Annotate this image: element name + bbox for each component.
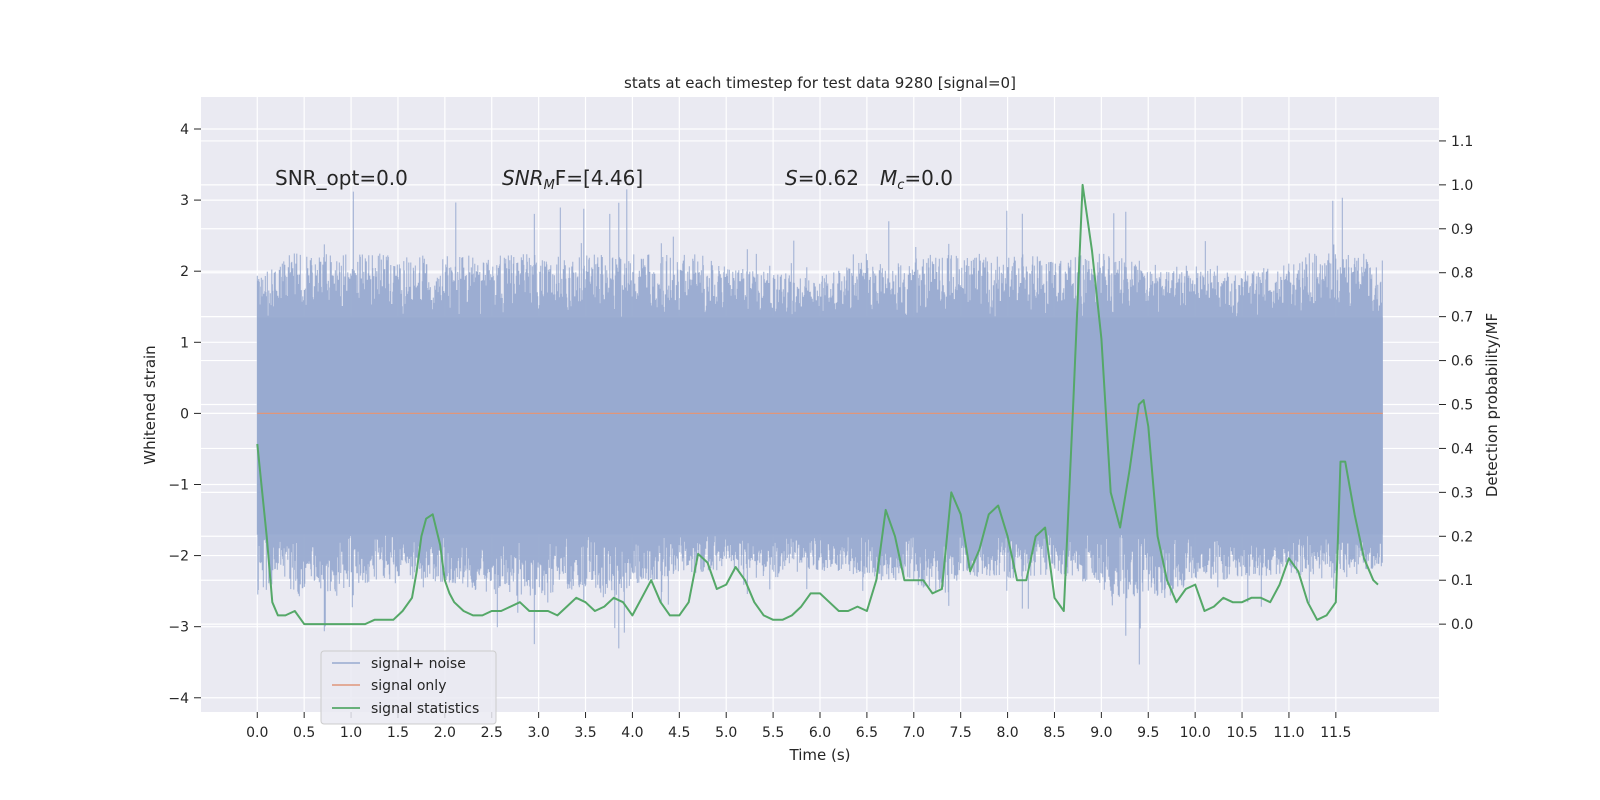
x-tick-label-15: 7.5 xyxy=(950,725,972,741)
y2-tick-label-5: 0.5 xyxy=(1451,398,1473,414)
y2-axis-label: Detection probability/MF xyxy=(1483,313,1501,497)
x-tick-label-3: 1.5 xyxy=(387,725,409,741)
annotation-snr-mf-tail: F=[4.46] xyxy=(555,166,643,190)
legend-label-signal-noise: signal+ noise xyxy=(371,656,466,672)
annotation-snr-opt: SNR_opt=0.0 xyxy=(275,166,408,190)
y-tick-label-5: 1 xyxy=(180,335,189,351)
y2-tick-label-4: 0.4 xyxy=(1451,441,1473,457)
annotation-snr-mf-main: SNR xyxy=(502,166,544,190)
y-tick-label-2: −2 xyxy=(168,549,189,565)
x-tick-label-23: 11.5 xyxy=(1320,725,1351,741)
x-tick-label-1: 0.5 xyxy=(293,725,315,741)
legend-label-signal-statistics: signal statistics xyxy=(371,701,479,717)
x-tick-label-22: 11.0 xyxy=(1273,725,1304,741)
y2-tick-label-11: 1.1 xyxy=(1451,134,1473,150)
x-tick-label-7: 3.5 xyxy=(574,725,596,741)
x-tick-label-10: 5.0 xyxy=(715,725,737,741)
x-tick-label-0: 0.0 xyxy=(246,725,268,741)
y2-axis-ticks: 0.0 0.1 0.2 0.3 0.4 0.5 0.6 0.7 0.8 0.9 1.0 1.1 xyxy=(1439,134,1473,633)
y2-tick-label-10: 1.0 xyxy=(1451,178,1473,194)
y2-tick-label-2: 0.2 xyxy=(1451,529,1473,545)
x-tick-label-4: 2.0 xyxy=(434,725,456,741)
x-tick-label-6: 3.0 xyxy=(528,725,550,741)
y-tick-label-6: 2 xyxy=(180,264,189,280)
x-tick-label-14: 7.0 xyxy=(903,725,925,741)
annotations: SNR_opt=0.0 SNRMF=[4.46] S=0.62 Mc=0.0 xyxy=(275,166,953,193)
y-axis-label: Whitened strain xyxy=(141,345,159,464)
y-tick-label-7: 3 xyxy=(180,193,189,209)
y2-tick-label-3: 0.3 xyxy=(1451,485,1473,501)
signal-noise-core xyxy=(257,317,1383,535)
x-tick-label-13: 6.5 xyxy=(856,725,878,741)
y-tick-label-0: −4 xyxy=(168,691,189,707)
annotation-snr-mf-sub: M xyxy=(544,178,555,193)
annotation-s-main: S xyxy=(785,166,798,190)
y2-tick-label-1: 0.1 xyxy=(1451,573,1473,589)
legend-box xyxy=(320,650,497,725)
x-tick-label-19: 9.5 xyxy=(1137,725,1159,741)
y2-tick-label-7: 0.7 xyxy=(1451,310,1473,326)
x-axis-label: Time (s) xyxy=(789,746,851,764)
annotation-snr-mf: SNRMF=[4.46] xyxy=(502,166,643,193)
chart-title: stats at each timestep for test data 928… xyxy=(624,74,1016,92)
y2-tick-label-6: 0.6 xyxy=(1451,354,1473,370)
y2-tick-label-8: 0.8 xyxy=(1451,266,1473,282)
signal-statistics-series xyxy=(256,183,1379,626)
signal-noise-series xyxy=(256,189,1383,665)
annotation-mc-sub: c xyxy=(897,178,904,193)
x-tick-label-16: 8.0 xyxy=(996,725,1018,741)
annotation-s-tail: =0.62 xyxy=(798,166,859,190)
y-tick-label-1: −3 xyxy=(168,620,189,636)
x-tick-label-11: 5.5 xyxy=(762,725,784,741)
signal-statistics-line xyxy=(256,183,1379,626)
y-tick-label-8: 4 xyxy=(180,122,189,138)
y-tick-label-4: 0 xyxy=(180,406,189,422)
x-axis-ticks: 0.0 0.5 1.0 1.5 2.0 2.5 3.0 3.5 4.0 4.5 5.0 5.5 6.0 6… xyxy=(246,712,1351,741)
y-tick-label-3: −1 xyxy=(168,477,189,493)
x-tick-label-17: 8.5 xyxy=(1043,725,1065,741)
annotation-mc-main: M xyxy=(880,166,897,190)
y2-tick-label-9: 0.9 xyxy=(1451,222,1473,238)
x-tick-label-5: 2.5 xyxy=(481,725,503,741)
y2-tick-label-0: 0.0 xyxy=(1451,617,1473,633)
legend: signal+ noise signal only signal statist… xyxy=(320,650,497,725)
x-tick-label-9: 4.5 xyxy=(668,725,690,741)
x-tick-label-18: 9.0 xyxy=(1090,725,1112,741)
legend-label-signal-only: signal only xyxy=(371,678,446,694)
annotation-mc-tail: =0.0 xyxy=(904,166,953,190)
y-axis-ticks: −4 −3 −2 −1 0 1 2 3 4 xyxy=(168,122,201,707)
x-tick-label-8: 4.0 xyxy=(621,725,643,741)
x-tick-label-20: 10.0 xyxy=(1180,725,1211,741)
x-tick-label-12: 6.0 xyxy=(809,725,831,741)
x-tick-label-21: 10.5 xyxy=(1226,725,1257,741)
x-tick-label-2: 1.0 xyxy=(340,725,362,741)
annotation-s: S=0.62 xyxy=(785,166,859,190)
annotation-mc: Mc=0.0 xyxy=(880,166,953,193)
